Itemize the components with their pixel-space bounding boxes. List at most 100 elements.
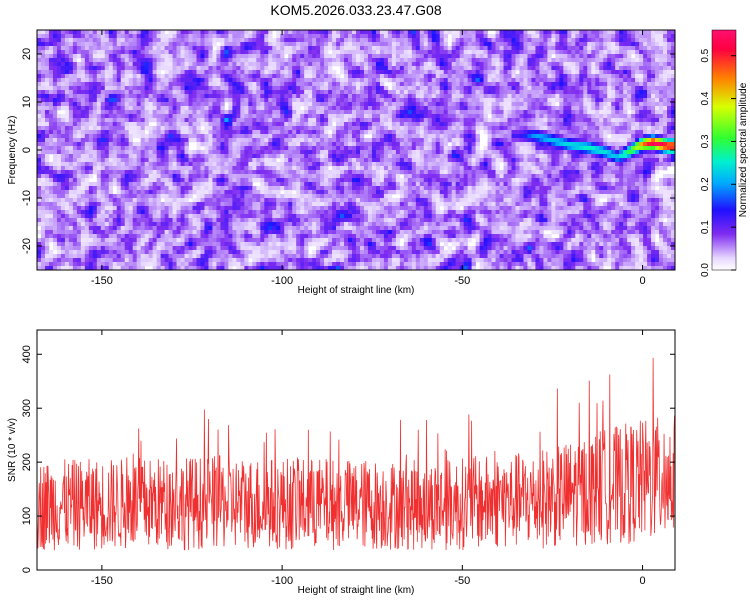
spectrogram-cell bbox=[344, 70, 349, 75]
spectrogram-cell bbox=[455, 62, 460, 67]
spectrogram-cell bbox=[543, 130, 548, 135]
spectrogram-cell bbox=[587, 114, 592, 119]
spectrogram-cell bbox=[48, 50, 54, 55]
spectrogram-cell bbox=[459, 114, 464, 119]
spectrogram-cell bbox=[140, 66, 145, 71]
spectrogram-cell bbox=[272, 70, 277, 75]
spectrogram-cell bbox=[379, 106, 385, 111]
spectrogram-cell bbox=[575, 58, 580, 63]
spectrogram-cell bbox=[443, 106, 449, 111]
spectrogram-cell bbox=[583, 58, 588, 63]
spectrogram-cell bbox=[296, 130, 301, 135]
spectrogram-cell bbox=[611, 62, 616, 67]
spectrogram-cell bbox=[479, 30, 484, 35]
spectrogram-cell bbox=[439, 98, 445, 103]
spectrogram-cell bbox=[336, 30, 341, 35]
spectrogram-cell bbox=[284, 38, 289, 43]
spectrogram-cell bbox=[92, 46, 98, 51]
spectrogram-cell bbox=[112, 62, 118, 67]
spectrogram-cell bbox=[627, 98, 632, 103]
spectrogram-cell bbox=[547, 74, 552, 79]
spectrogram-cell bbox=[395, 138, 401, 143]
spectrogram-cell bbox=[639, 110, 644, 115]
spectrogram-cell bbox=[415, 58, 421, 63]
spectrogram-cell bbox=[340, 130, 345, 135]
spectrogram-cell bbox=[623, 50, 628, 55]
spectrogram-cell bbox=[260, 154, 265, 159]
spectrogram-cell bbox=[144, 90, 149, 95]
spectrogram-cell bbox=[37, 86, 42, 91]
spectrogram-cell bbox=[144, 142, 149, 147]
spectrogram-cell bbox=[491, 82, 496, 87]
spectrogram-cell bbox=[571, 70, 576, 75]
spectrogram-cell bbox=[635, 42, 640, 47]
spectrogram-cell bbox=[280, 154, 285, 159]
spectrogram-cell bbox=[463, 46, 468, 51]
spectrogram-cell bbox=[407, 110, 413, 115]
spectrogram-cell bbox=[324, 46, 329, 51]
spectrogram-cell bbox=[37, 58, 42, 63]
spectrogram-cell bbox=[288, 102, 293, 107]
spectrogram-cell bbox=[80, 98, 86, 103]
spectrogram-cell bbox=[663, 78, 668, 83]
spectrogram-cell bbox=[336, 42, 341, 47]
spectrogram-cell bbox=[116, 50, 122, 55]
spectrogram-cell bbox=[591, 42, 596, 47]
spectrogram-cell bbox=[124, 150, 130, 155]
spectrogram-cell bbox=[340, 58, 345, 63]
spectrogram-cell bbox=[304, 42, 309, 47]
spectrogram-cell bbox=[447, 94, 452, 99]
spectrogram-cell bbox=[40, 82, 46, 87]
spectrogram-cell bbox=[375, 114, 381, 119]
spectrogram-cell bbox=[411, 106, 417, 111]
spectrogram-cell bbox=[531, 114, 536, 119]
spectrogram-cell bbox=[551, 142, 556, 147]
spectrogram-cell bbox=[563, 118, 568, 123]
spectrogram-cell bbox=[435, 126, 441, 131]
spectrogram-cell bbox=[535, 78, 540, 83]
spectrogram-cell bbox=[423, 86, 429, 91]
spectrogram-cell bbox=[375, 94, 381, 99]
spectrogram-cell bbox=[423, 146, 429, 151]
spectrogram-cell bbox=[599, 94, 604, 99]
spectrogram-cell bbox=[264, 138, 269, 143]
spectrogram-cell bbox=[156, 146, 161, 151]
spectrogram-cell bbox=[467, 58, 472, 63]
spectrogram-cell bbox=[168, 58, 173, 63]
spectrogram-cell bbox=[280, 146, 285, 151]
spectrogram-cell bbox=[112, 66, 118, 71]
spectrogram-cell bbox=[531, 66, 536, 71]
spectrogram-cell bbox=[555, 114, 560, 119]
spectrogram-cell bbox=[132, 130, 137, 135]
spectrogram-cell bbox=[563, 54, 568, 59]
spectrogram-cell bbox=[152, 66, 157, 71]
spectrogram-cell bbox=[635, 50, 640, 55]
spectrogram-cell bbox=[399, 122, 405, 127]
spectrogram-cell bbox=[499, 58, 504, 63]
spectrogram-cell bbox=[256, 42, 261, 47]
spectrogram-cell bbox=[507, 70, 512, 75]
spectrogram-cell bbox=[260, 86, 265, 91]
spectrogram-cell bbox=[511, 46, 516, 51]
spectrogram-cell bbox=[136, 122, 141, 127]
spectrogram-cell bbox=[547, 130, 552, 135]
spectrogram-cell bbox=[52, 30, 58, 35]
spectrogram-cell bbox=[268, 150, 273, 155]
spectrogram-cell bbox=[44, 126, 50, 131]
spectrogram-cell bbox=[431, 78, 437, 83]
spectrogram-cell bbox=[439, 102, 445, 107]
spectrogram-cell bbox=[288, 98, 293, 103]
spectrogram-cell bbox=[499, 82, 504, 87]
spectrogram-cell bbox=[204, 90, 209, 95]
spectrogram-cell bbox=[144, 94, 149, 99]
spectrogram-cell bbox=[52, 90, 58, 95]
spectrogram-cell bbox=[132, 70, 137, 75]
spectrogram-cell bbox=[559, 70, 564, 75]
spectrogram-cell bbox=[487, 78, 492, 83]
spectrogram-cell bbox=[531, 98, 536, 103]
spectrogram-cell bbox=[64, 126, 70, 131]
spectrogram-cell bbox=[288, 86, 293, 91]
spectrogram-cell bbox=[431, 38, 437, 43]
spectrogram-cell bbox=[651, 98, 656, 103]
spectrogram-cell bbox=[635, 54, 640, 59]
